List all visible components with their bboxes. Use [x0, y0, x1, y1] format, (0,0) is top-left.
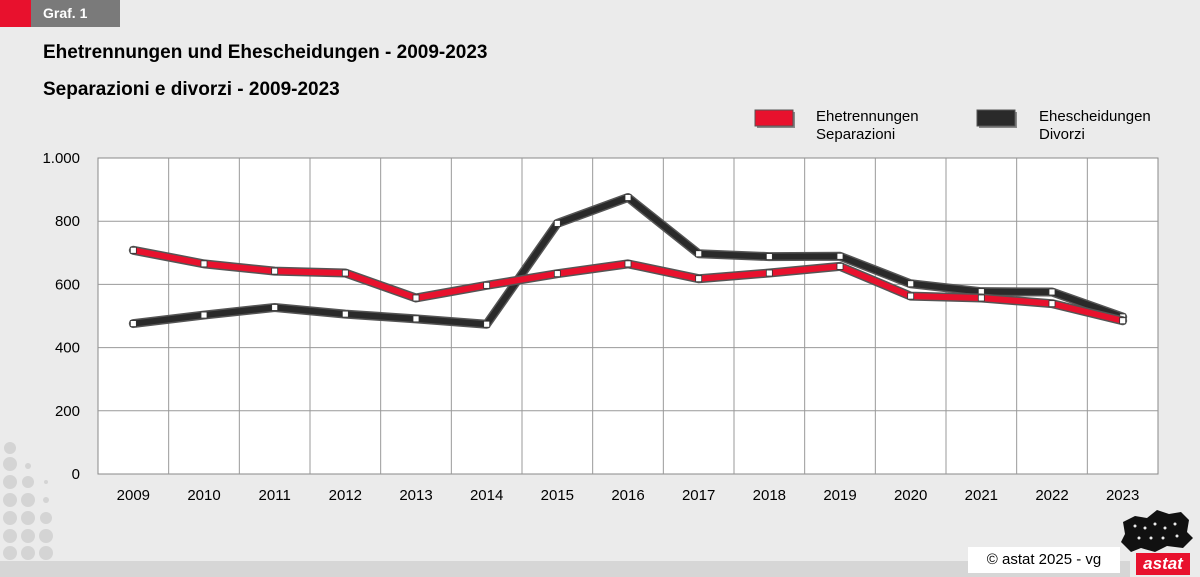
- y-tick-label: 800: [55, 213, 80, 230]
- south-tyrol-map-logo-icon: [1121, 510, 1193, 552]
- x-tick-label: 2016: [611, 487, 644, 504]
- x-tick-label: 2018: [753, 487, 786, 504]
- x-tick-label: 2009: [117, 487, 150, 504]
- y-tick-label: 600: [55, 276, 80, 293]
- divorces-point: [271, 304, 279, 311]
- separations-legend-swatch: [754, 109, 794, 127]
- x-tick-label: 2019: [823, 487, 856, 504]
- x-tick-label: 2011: [259, 487, 291, 504]
- x-tick-label: 2017: [682, 487, 715, 504]
- separations-point: [1048, 300, 1056, 308]
- separations-point: [1119, 317, 1127, 325]
- divorces-point: [412, 315, 420, 323]
- divorces-point: [341, 310, 349, 318]
- divorces-legend-label-italian: Divorzi: [1039, 126, 1085, 143]
- separations-point: [977, 294, 985, 302]
- y-tick-label: 0: [72, 466, 80, 483]
- chart-title-italian: Separazioni e divorzi - 2009-2023: [43, 79, 340, 100]
- divorces-point: [553, 220, 561, 227]
- divorces-point: [907, 280, 915, 288]
- footer-bar: [0, 561, 1130, 577]
- copyright-notice: © astat 2025 - vg: [968, 547, 1120, 573]
- x-tick-label: 2023: [1106, 487, 1139, 504]
- graph-tag-background: [31, 0, 120, 27]
- x-tick-label: 2010: [187, 487, 220, 504]
- divorces-legend-swatch: [976, 109, 1016, 127]
- divorces-legend-label: Ehescheidungen: [1039, 108, 1151, 125]
- separations-point: [412, 294, 420, 302]
- separations-legend-label: Ehetrennungen: [816, 108, 919, 125]
- divorces-point: [1048, 288, 1056, 296]
- divorces-point: [695, 250, 703, 258]
- astat-logo-text: astat: [1136, 553, 1190, 575]
- divorces-point: [624, 194, 632, 201]
- y-tick-label: 1.000: [42, 150, 80, 167]
- separations-point: [483, 281, 491, 289]
- chart-title-german: Ehetrennungen und Ehescheidungen - 2009-…: [43, 42, 488, 63]
- separations-point: [836, 262, 844, 270]
- x-tick-label: 2013: [399, 487, 432, 504]
- separations-point: [695, 275, 703, 283]
- graph-tag: Graf. 1: [43, 5, 88, 21]
- graph-tag-accent: [0, 0, 31, 27]
- separations-point: [624, 260, 632, 268]
- separations-point: [271, 267, 279, 275]
- divorces-point: [200, 311, 208, 319]
- decorative-dots-icon: [3, 442, 53, 560]
- divorces-point: [765, 253, 773, 260]
- y-tick-label: 200: [55, 403, 80, 420]
- separations-point: [907, 292, 915, 300]
- x-tick-label: 2015: [541, 487, 574, 504]
- separations-point: [765, 269, 773, 277]
- divorces-point: [836, 252, 844, 260]
- separations-point: [341, 269, 349, 277]
- x-tick-label: 2020: [894, 487, 927, 504]
- x-tick-label: 2022: [1035, 487, 1068, 504]
- separations-legend-label-italian: Separazioni: [816, 126, 895, 143]
- separations-point: [129, 246, 137, 254]
- x-tick-label: 2014: [470, 487, 503, 504]
- x-tick-label: 2021: [965, 487, 998, 504]
- divorces-point: [129, 320, 137, 327]
- y-tick-label: 400: [55, 340, 80, 357]
- plot-area: [97, 157, 1159, 475]
- x-tick-label: 2012: [329, 487, 362, 504]
- separations-point: [553, 270, 561, 278]
- divorces-point: [483, 320, 491, 328]
- separations-point: [200, 260, 208, 268]
